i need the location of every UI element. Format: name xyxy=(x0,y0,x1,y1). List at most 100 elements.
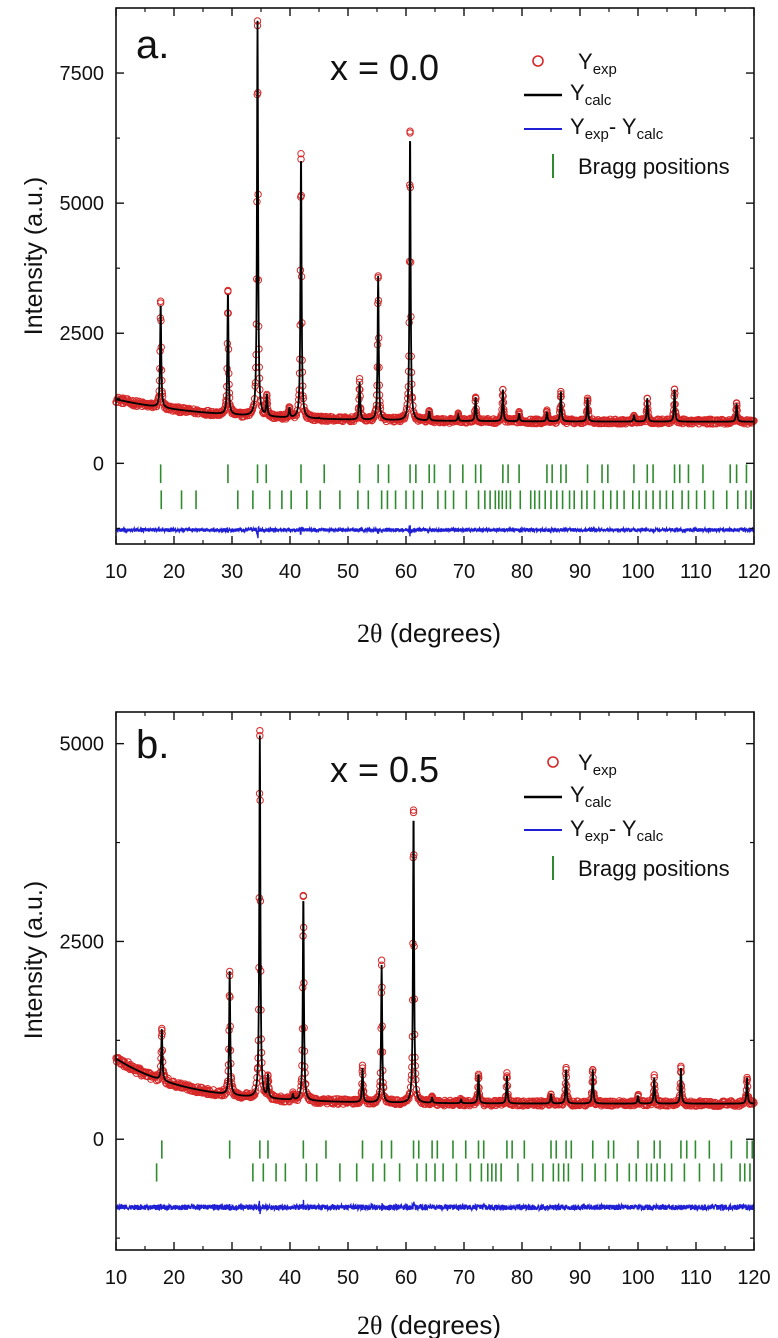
x-tick-label: 100 xyxy=(621,1267,654,1289)
x-axis-unit: (degrees) xyxy=(382,618,501,648)
yexp-peak-point xyxy=(297,150,305,158)
yexp-point xyxy=(256,726,264,735)
legend-calc-main: Y xyxy=(570,80,585,105)
x-axis-unit: (degrees) xyxy=(382,1310,501,1338)
x-tick-label: 120 xyxy=(737,561,770,583)
legend-diff-sub2: calc xyxy=(637,828,664,845)
yexp-peak-point xyxy=(428,1094,436,1102)
legend-exp-sub: exp xyxy=(593,762,617,779)
ycalc-line xyxy=(115,20,754,423)
x-tick-label: 80 xyxy=(511,1267,533,1289)
yexp-peak-point xyxy=(406,129,414,137)
legend-diff-mid: - Y xyxy=(609,114,637,139)
x-tick-label: 30 xyxy=(221,1267,243,1289)
x-tick-label: 80 xyxy=(511,561,533,583)
x-axis-label: 2θ (degrees) xyxy=(357,618,501,648)
x-axis-symbol: 2θ xyxy=(357,619,382,648)
legend-exp-label: Yexp xyxy=(578,750,617,779)
x-tick-label: 100 xyxy=(621,561,654,583)
x-axis-symbol: 2θ xyxy=(357,1311,382,1338)
x-tick-label: 110 xyxy=(680,561,712,583)
panel-a: 10 20 30 40 50 60 70 80 90 100 110 120 0 2500 5000 750… xyxy=(20,7,771,648)
y-tick-labels-a: 0 2500 5000 7500 xyxy=(60,63,105,475)
y-tick-label: 2500 xyxy=(60,931,105,953)
legend-exp-marker xyxy=(547,756,559,768)
legend-diff-main1: Y xyxy=(570,816,585,841)
y-tick-label: 5000 xyxy=(60,734,105,756)
legend-exp-marker xyxy=(532,55,544,67)
legend-diff-sub2: calc xyxy=(637,126,664,143)
composition-label: x = 0.0 xyxy=(330,47,439,88)
legend-calc-main: Y xyxy=(570,782,585,807)
y-axis-label: Intensity (a.u.) xyxy=(20,881,48,1039)
yexp-peak-point xyxy=(409,808,418,817)
x-tick-label: 20 xyxy=(163,561,185,583)
x-tick-label: 40 xyxy=(279,561,301,583)
x-tick-label: 40 xyxy=(279,1267,301,1289)
legend-calc-label: Ycalc xyxy=(570,782,612,811)
legend-diff-mid: - Y xyxy=(609,816,637,841)
legend-diff-sub1: exp xyxy=(585,126,609,143)
yexp-point xyxy=(409,806,418,814)
x-tick-label: 70 xyxy=(453,1267,475,1289)
y-tick-label: 5000 xyxy=(60,193,105,215)
legend-bragg-label: Bragg positions xyxy=(578,154,730,179)
axis-ticks-a xyxy=(115,7,755,544)
y-tick-label: 0 xyxy=(93,1129,104,1151)
bragg-markers-b xyxy=(155,1140,754,1182)
x-tick-label: 90 xyxy=(569,561,591,583)
yexp-peak-point xyxy=(299,891,308,900)
yexp-peak-point xyxy=(289,1091,297,1099)
legend-calc-label: Ycalc xyxy=(570,80,612,109)
legend-a: Yexp Ycalc Yexp- Ycalc Bragg positions xyxy=(524,49,730,179)
x-tick-label: 10 xyxy=(105,561,127,583)
x-tick-label: 120 xyxy=(737,1267,770,1289)
panel-label: a. xyxy=(136,23,169,67)
legend-calc-sub: calc xyxy=(585,92,612,109)
x-tick-label: 70 xyxy=(453,561,475,583)
legend-calc-sub: calc xyxy=(585,794,612,811)
series-layer-b xyxy=(112,726,758,1215)
legend-exp-label: Yexp xyxy=(578,49,617,78)
x-tick-label: 90 xyxy=(569,1267,591,1289)
plot-frame-a xyxy=(115,7,755,545)
legend-b: Yexp Ycalc Yexp- Ycalc Bragg positions xyxy=(524,750,730,881)
ycalc-line xyxy=(115,735,754,1105)
difference-line xyxy=(115,525,755,539)
x-tick-label: 50 xyxy=(337,561,359,583)
x-tick-label: 50 xyxy=(337,1267,359,1289)
composition-label: x = 0.5 xyxy=(330,749,439,790)
legend-diff-sub1: exp xyxy=(585,828,609,845)
x-tick-label: 20 xyxy=(163,1267,185,1289)
legend-exp-sub: exp xyxy=(593,61,617,78)
panel-b: 10 20 30 40 50 60 70 80 90 100 110 120 0 2500 5000 b.… xyxy=(20,711,771,1338)
x-tick-labels-a: 10 20 30 40 50 60 70 80 90 100 110 120 xyxy=(105,561,771,583)
x-tick-label: 10 xyxy=(105,1267,127,1289)
y-tick-label: 0 xyxy=(93,453,104,475)
axis-ticks-b xyxy=(115,712,755,1250)
x-tick-labels-b: 10 20 30 40 50 60 70 80 90 100 110 120 xyxy=(105,1267,771,1289)
bragg-markers-a xyxy=(159,464,752,510)
yexp-point xyxy=(377,956,386,964)
difference-line xyxy=(115,1199,755,1215)
x-tick-label: 60 xyxy=(395,1267,417,1289)
x-tick-label: 110 xyxy=(680,1267,712,1289)
legend-diff-label: Yexp- Ycalc xyxy=(570,816,664,845)
x-axis-label: 2θ (degrees) xyxy=(357,1310,501,1338)
x-tick-label: 60 xyxy=(395,561,417,583)
legend-diff-label: Yexp- Ycalc xyxy=(570,114,664,143)
y-tick-label: 7500 xyxy=(60,63,105,85)
y-tick-label: 2500 xyxy=(60,323,105,345)
legend-diff-main1: Y xyxy=(570,114,585,139)
yexp-peak-point xyxy=(457,1095,465,1104)
legend-exp-main: Y xyxy=(578,49,593,74)
y-tick-labels-b: 0 2500 5000 xyxy=(60,734,105,1152)
x-tick-label: 30 xyxy=(221,561,243,583)
y-axis-label: Intensity (a.u.) xyxy=(20,177,48,335)
series-layer-a xyxy=(112,17,758,539)
legend-exp-main: Y xyxy=(578,750,593,775)
legend-bragg-label: Bragg positions xyxy=(578,856,730,881)
panel-label: b. xyxy=(136,723,169,767)
series-yexp xyxy=(112,726,758,1110)
